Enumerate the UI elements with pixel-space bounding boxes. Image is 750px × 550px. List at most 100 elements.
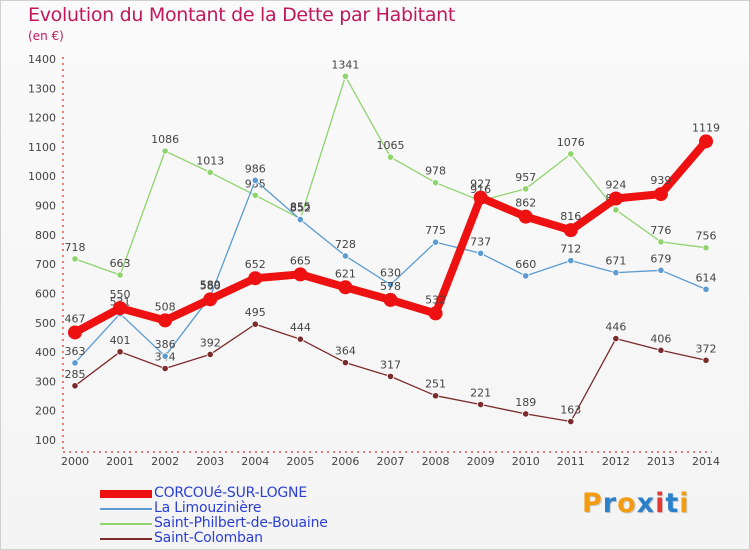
data-label-saint-colomban: 364	[335, 345, 356, 358]
y-tick-label: 200	[35, 405, 56, 418]
legend-label-saint-colomban: Saint-Colomban	[154, 530, 263, 546]
x-tick-label: 2013	[647, 455, 675, 468]
data-label-saint-colomban: 317	[380, 358, 401, 371]
data-point-saint-colomban	[612, 334, 620, 343]
legend-swatch-corcoue	[100, 490, 152, 498]
data-label-corcou-sur-logne: 652	[245, 258, 266, 271]
logo-letter: o	[617, 488, 637, 519]
logo-letter: i	[679, 488, 690, 519]
data-point-la-limouzini-re	[251, 176, 259, 184]
data-label-la-limouzini-re: 712	[560, 243, 581, 256]
data-point-la-limouzini-re	[341, 252, 350, 260]
legend-label-corcoue: CORCOUé-SUR-LOGNE	[154, 485, 307, 501]
y-tick-label: 1000	[28, 170, 56, 183]
data-label-la-limouzini-re: 737	[470, 235, 491, 248]
data-point-saint-philbert-de-bouaine	[206, 168, 214, 177]
data-point-la-limouzini-re	[296, 216, 304, 224]
data-label-corcou-sur-logne: 621	[335, 267, 356, 280]
y-tick-label: 1100	[28, 141, 56, 154]
data-point-corcou-sur-logne	[338, 280, 353, 295]
series-line-saint-philbert-de-bouaine	[74, 75, 707, 276]
y-tick-label: 700	[35, 258, 56, 271]
y-tick-label: 400	[35, 346, 56, 359]
data-label-corcou-sur-logne: 532	[425, 293, 446, 306]
data-point-la-limouzini-re	[522, 272, 530, 280]
legend-label-limouziniere: La Limouzinière	[154, 500, 262, 516]
data-point-corcou-sur-logne	[113, 301, 128, 316]
data-label-corcou-sur-logne: 1119	[692, 121, 720, 134]
data-label-la-limouzini-re: 386	[155, 338, 176, 351]
data-point-la-limouzini-re	[71, 359, 79, 367]
data-point-saint-colomban	[296, 335, 304, 343]
data-point-saint-colomban	[657, 346, 665, 354]
y-tick-label: 800	[35, 229, 56, 242]
data-point-corcou-sur-logne	[248, 271, 263, 286]
data-label-saint-colomban: 221	[470, 387, 491, 400]
data-point-saint-colomban	[206, 350, 214, 359]
data-point-la-limouzini-re	[386, 281, 395, 289]
x-tick-label: 2006	[331, 455, 359, 468]
logo-letter: x	[636, 488, 656, 519]
data-label-la-limouzini-re: 775	[425, 224, 446, 237]
x-tick-label: 2003	[196, 455, 224, 468]
data-point-saint-philbert-de-bouaine	[116, 271, 124, 279]
data-label-corcou-sur-logne: 924	[605, 179, 626, 192]
legend-label-saint-philbert: Saint-Philbert-de-Bouaine	[154, 515, 328, 531]
data-point-saint-philbert-de-bouaine	[657, 238, 665, 246]
data-label-corcou-sur-logne: 467	[65, 312, 86, 325]
data-label-saint-philbert-de-bouaine: 718	[65, 241, 86, 254]
data-point-saint-philbert-de-bouaine	[251, 191, 259, 199]
data-point-la-limouzini-re	[161, 352, 169, 360]
y-tick-label: 1400	[28, 53, 56, 66]
y-tick-label: 900	[35, 200, 56, 213]
data-point-corcou-sur-logne	[68, 325, 82, 340]
data-point-saint-colomban	[702, 356, 710, 364]
data-label-corcou-sur-logne: 665	[290, 254, 311, 267]
data-point-saint-philbert-de-bouaine	[612, 206, 620, 214]
data-label-la-limouzini-re: 589	[200, 279, 221, 292]
legend-swatch-saint-colomban	[100, 538, 152, 540]
data-point-corcou-sur-logne	[699, 134, 713, 149]
data-label-saint-colomban: 392	[200, 336, 221, 349]
x-tick-label: 2014	[692, 455, 720, 468]
logo-letter: r	[602, 488, 618, 519]
chart-title: Evolution du Montant de la Dette par Hab…	[28, 4, 456, 26]
data-label-la-limouzini-re: 614	[696, 271, 717, 284]
data-label-corcou-sur-logne: 508	[155, 300, 176, 313]
x-tick-label: 2012	[602, 455, 630, 468]
data-point-saint-colomban	[567, 417, 575, 426]
data-point-la-limouzini-re	[567, 257, 575, 265]
data-point-saint-philbert-de-bouaine	[522, 185, 530, 193]
data-label-saint-colomban: 495	[245, 306, 266, 319]
data-label-la-limouzini-re: 852	[290, 202, 311, 215]
data-point-saint-colomban	[116, 348, 124, 356]
x-tick-label: 2001	[106, 455, 134, 468]
data-point-corcou-sur-logne	[203, 292, 218, 307]
data-label-corcou-sur-logne: 578	[380, 280, 401, 293]
y-tick-label: 1200	[28, 112, 56, 125]
data-label-saint-colomban: 444	[290, 321, 311, 334]
data-label-corcou-sur-logne: 939	[650, 174, 671, 187]
data-point-corcou-sur-logne	[383, 292, 398, 307]
data-point-saint-colomban	[386, 372, 395, 381]
data-point-saint-philbert-de-bouaine	[431, 179, 440, 187]
data-point-corcou-sur-logne	[293, 267, 308, 282]
data-label-la-limouzini-re: 986	[245, 162, 266, 175]
logo-letter: P	[582, 488, 603, 519]
data-point-saint-colomban	[477, 400, 485, 409]
data-label-la-limouzini-re: 679	[650, 252, 671, 265]
data-label-la-limouzini-re: 363	[65, 345, 86, 358]
proxiti-logo: Proxiti	[582, 488, 690, 519]
x-tick-label: 2002	[151, 455, 179, 468]
data-label-saint-philbert-de-bouaine: 855	[290, 201, 311, 214]
data-label-saint-colomban: 251	[425, 378, 446, 391]
data-point-corcou-sur-logne	[473, 190, 488, 205]
data-label-corcou-sur-logne: 816	[560, 210, 581, 223]
data-label-saint-colomban: 372	[696, 342, 717, 355]
y-tick-label: 500	[35, 317, 56, 330]
data-label-la-limouzini-re: 728	[335, 238, 356, 251]
data-label-saint-philbert-de-bouaine: 1013	[196, 154, 224, 167]
data-label-saint-colomban: 285	[65, 368, 86, 381]
data-point-corcou-sur-logne	[428, 306, 443, 321]
data-label-saint-philbert-de-bouaine: 1086	[151, 133, 179, 146]
